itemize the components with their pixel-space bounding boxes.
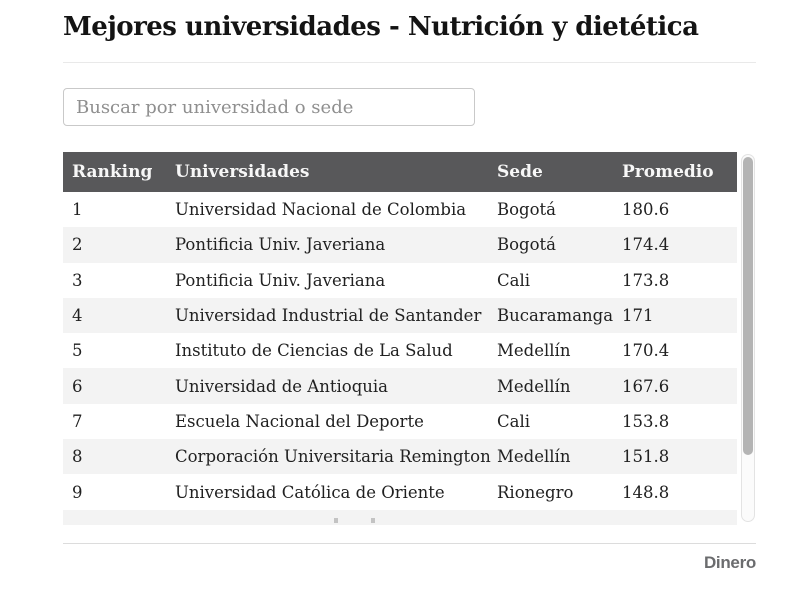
cell-sede: Bucaramanga bbox=[497, 306, 614, 326]
cell-promedio: 148.8 bbox=[622, 482, 670, 502]
cell-promedio: 151.8 bbox=[622, 447, 670, 467]
cell-universidad: Universidad Nacional de Colombia bbox=[175, 200, 467, 220]
page-title: Mejores universidades - Nutrición y diet… bbox=[63, 12, 699, 42]
table-row: 5 Instituto de Ciencias de La Salud Mede… bbox=[63, 333, 737, 369]
cell-promedio: 173.8 bbox=[622, 270, 670, 290]
cell-ranking: 7 bbox=[72, 411, 83, 431]
cell-ranking: 6 bbox=[72, 376, 83, 396]
table-body: 1 Universidad Nacional de Colombia Bogot… bbox=[63, 192, 737, 510]
cell-ranking: 9 bbox=[72, 482, 83, 502]
dinero-logo: Dinero bbox=[703, 553, 756, 572]
cell-ranking: 5 bbox=[72, 341, 83, 361]
clipped-row-text-fragment bbox=[371, 517, 375, 523]
column-header-sede: Sede bbox=[497, 162, 543, 182]
cell-universidad: Universidad Católica de Oriente bbox=[175, 482, 445, 502]
cell-sede: Bogotá bbox=[497, 235, 557, 255]
clipped-row-text-fragment bbox=[334, 517, 338, 523]
cell-sede: Medellín bbox=[497, 376, 571, 396]
cell-ranking: 2 bbox=[72, 235, 83, 255]
cell-universidad: Pontificia Univ. Javeriana bbox=[175, 270, 386, 290]
table-row: 8 Corporación Universitaria Remington Me… bbox=[63, 439, 737, 475]
cell-universidad: Pontificia Univ. Javeriana bbox=[175, 235, 386, 255]
ranking-table: Ranking Universidades Sede Promedio 1 Un… bbox=[63, 152, 737, 525]
table-scrollbar-track[interactable] bbox=[741, 154, 755, 522]
table-row: 3 Pontificia Univ. Javeriana Cali 173.8 bbox=[63, 262, 737, 298]
table-header-row: Ranking Universidades Sede Promedio bbox=[63, 152, 737, 192]
table-row: 2 Pontificia Univ. Javeriana Bogotá 174.… bbox=[63, 227, 737, 263]
table-row: 1 Universidad Nacional de Colombia Bogot… bbox=[63, 192, 737, 228]
cell-sede: Medellín bbox=[497, 447, 571, 467]
cell-promedio: 180.6 bbox=[622, 200, 670, 220]
title-divider bbox=[63, 62, 756, 63]
cell-sede: Cali bbox=[497, 270, 531, 290]
cell-universidad: Universidad de Antioquia bbox=[175, 376, 388, 396]
column-header-promedio: Promedio bbox=[622, 162, 714, 182]
column-header-universidades: Universidades bbox=[175, 162, 310, 182]
search-input[interactable] bbox=[63, 88, 475, 126]
cell-ranking: 4 bbox=[72, 306, 83, 326]
footer-divider bbox=[63, 543, 756, 544]
cell-universidad: Corporación Universitaria Remington bbox=[175, 447, 491, 467]
table-row: 7 Escuela Nacional del Deporte Cali 153.… bbox=[63, 403, 737, 440]
cell-sede: Cali bbox=[497, 411, 531, 431]
cell-promedio: 171 bbox=[622, 306, 654, 326]
table-row: 6 Universidad de Antioquia Medellín 167.… bbox=[63, 368, 737, 404]
table-row: 9 Universidad Católica de Oriente Rioneg… bbox=[63, 474, 737, 510]
cell-promedio: 170.4 bbox=[622, 341, 670, 361]
cell-promedio: 167.6 bbox=[622, 376, 670, 396]
column-header-ranking: Ranking bbox=[72, 162, 153, 182]
clipped-partial-row bbox=[63, 509, 737, 525]
cell-promedio: 153.8 bbox=[622, 411, 670, 431]
cell-universidad: Escuela Nacional del Deporte bbox=[175, 411, 424, 431]
cell-universidad: Instituto de Ciencias de La Salud bbox=[175, 341, 453, 361]
cell-promedio: 174.4 bbox=[622, 235, 670, 255]
cell-ranking: 3 bbox=[72, 270, 83, 290]
table-scrollbar-thumb[interactable] bbox=[743, 157, 753, 455]
cell-sede: Bogotá bbox=[497, 200, 557, 220]
cell-sede: Medellín bbox=[497, 341, 571, 361]
cell-ranking: 1 bbox=[72, 200, 83, 220]
cell-universidad: Universidad Industrial de Santander bbox=[175, 306, 482, 326]
cell-ranking: 8 bbox=[72, 447, 83, 467]
table-row: 4 Universidad Industrial de Santander Bu… bbox=[63, 297, 737, 334]
cell-sede: Rionegro bbox=[497, 482, 574, 502]
